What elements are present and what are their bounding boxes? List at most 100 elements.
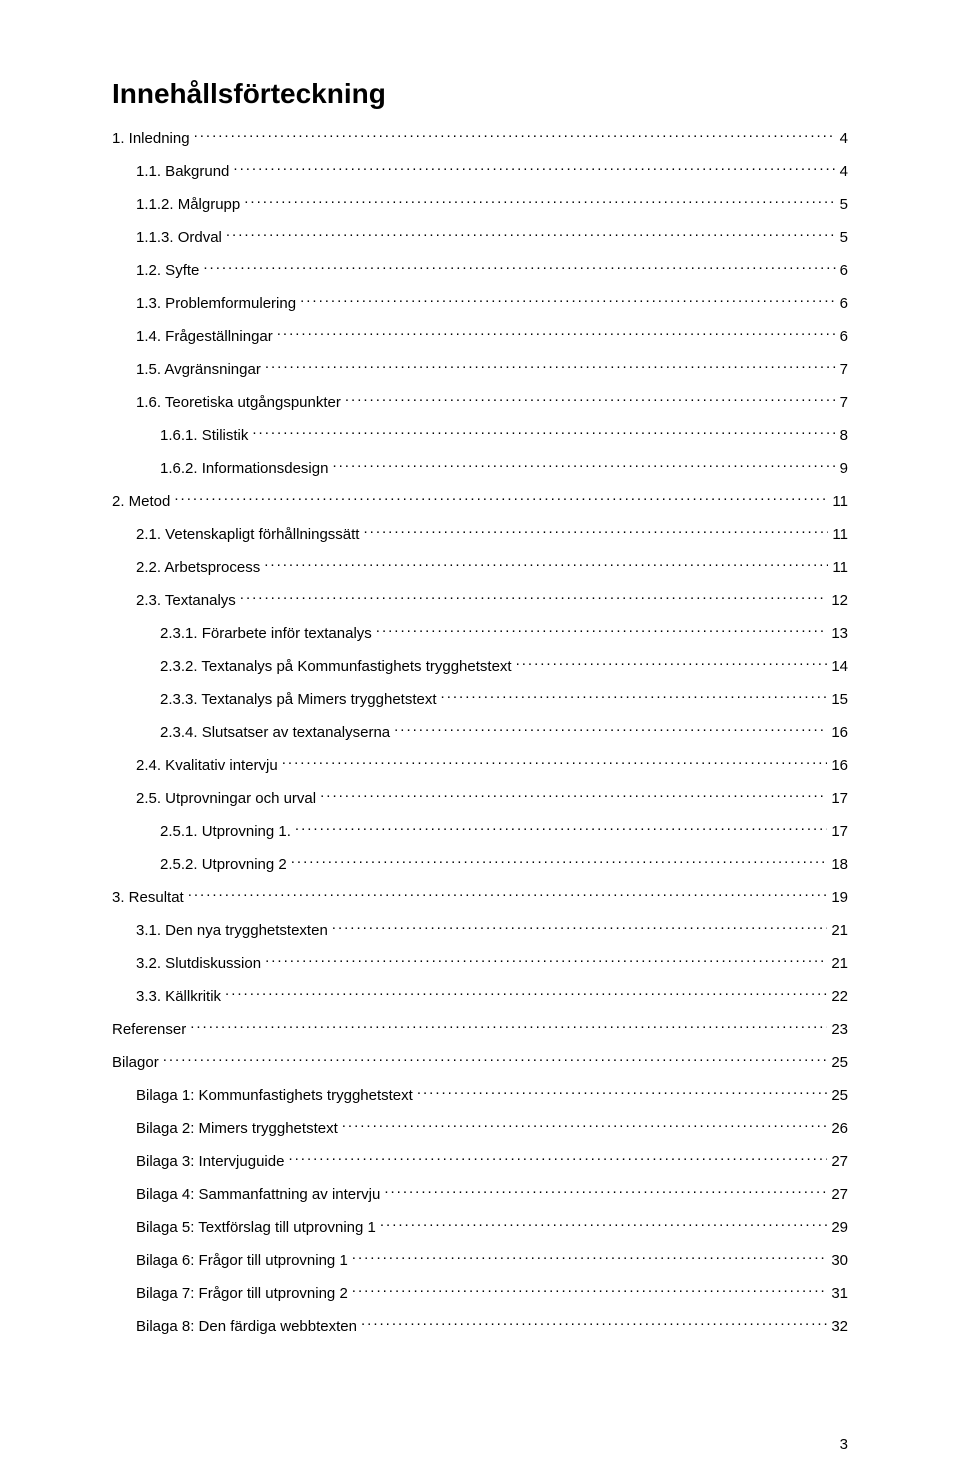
toc-entry-page: 27 — [831, 1184, 848, 1205]
toc-entry-page: 7 — [840, 392, 848, 413]
toc-entry: Bilaga 5: Textförslag till utprovning 12… — [112, 1217, 848, 1238]
toc-entry-label: 2.3. Textanalys — [136, 590, 236, 611]
toc-entry-label: 1.5. Avgränsningar — [136, 359, 261, 380]
toc-dot-leader — [332, 458, 835, 473]
toc-entry: 1.1.2. Målgrupp 5 — [112, 194, 848, 215]
toc-entry-label: 2.3.1. Förarbete inför textanalys — [160, 623, 372, 644]
toc-entry-page: 32 — [831, 1316, 848, 1337]
toc-dot-leader — [361, 1316, 827, 1331]
toc-entry-page: 19 — [831, 887, 848, 908]
toc-entry-label: 2.5.2. Utprovning 2 — [160, 854, 287, 875]
toc-dot-leader — [345, 392, 836, 407]
toc-entry-page: 21 — [831, 920, 848, 941]
toc-entry-label: 1.1.3. Ordval — [136, 227, 222, 248]
toc-entry-label: Referenser — [112, 1019, 186, 1040]
toc-entry-label: Bilaga 2: Mimers trygghetstext — [136, 1118, 338, 1139]
toc-container: 1. Inledning41.1. Bakgrund41.1.2. Målgru… — [112, 128, 848, 1337]
toc-entry: Bilaga 4: Sammanfattning av intervju 27 — [112, 1184, 848, 1205]
toc-dot-leader — [203, 260, 835, 275]
toc-entry-label: Bilaga 8: Den färdiga webbtexten — [136, 1316, 357, 1337]
toc-entry: Bilaga 3: Intervjuguide27 — [112, 1151, 848, 1172]
toc-entry-page: 25 — [831, 1052, 848, 1073]
toc-entry-page: 18 — [831, 854, 848, 875]
toc-entry-label: 1.6.2. Informationsdesign — [160, 458, 328, 479]
toc-entry: 1.3. Problemformulering6 — [112, 293, 848, 314]
toc-entry-label: 1.4. Frågeställningar — [136, 326, 273, 347]
toc-dot-leader — [194, 128, 836, 143]
toc-entry-page: 4 — [840, 128, 848, 149]
toc-entry-label: 3. Resultat — [112, 887, 184, 908]
toc-entry-label: 2.5. Utprovningar och urval — [136, 788, 316, 809]
toc-dot-leader — [352, 1250, 828, 1265]
toc-entry: 1.4. Frågeställningar 6 — [112, 326, 848, 347]
toc-entry: 2.4. Kvalitativ intervju 16 — [112, 755, 848, 776]
toc-entry: 2.3.4. Slutsatser av textanalyserna 16 — [112, 722, 848, 743]
toc-entry: 1.6.1. Stilistik8 — [112, 425, 848, 446]
toc-entry: 2.3. Textanalys 12 — [112, 590, 848, 611]
toc-entry: 1.5. Avgränsningar 7 — [112, 359, 848, 380]
toc-entry: 1.1. Bakgrund 4 — [112, 161, 848, 182]
toc-entry-page: 11 — [832, 557, 848, 578]
toc-entry-page: 21 — [831, 953, 848, 974]
document-page: Innehållsförteckning 1. Inledning41.1. B… — [0, 0, 960, 1481]
toc-dot-leader — [363, 524, 828, 539]
toc-entry-page: 16 — [831, 755, 848, 776]
toc-entry-label: 3.3. Källkritik — [136, 986, 221, 1007]
toc-entry-label: 1.1. Bakgrund — [136, 161, 229, 182]
toc-entry-label: 2.2. Arbetsprocess — [136, 557, 260, 578]
toc-entry-label: 1.2. Syfte — [136, 260, 199, 281]
toc-dot-leader — [282, 755, 828, 770]
toc-dot-leader — [394, 722, 827, 737]
toc-entry-label: Bilaga 7: Frågor till utprovning 2 — [136, 1283, 348, 1304]
toc-dot-leader — [288, 1151, 827, 1166]
toc-entry-label: 1.1.2. Målgrupp — [136, 194, 240, 215]
toc-entry-page: 4 — [840, 161, 848, 182]
toc-entry-label: 1.6.1. Stilistik — [160, 425, 248, 446]
toc-entry-page: 17 — [831, 788, 848, 809]
toc-entry-label: 3.1. Den nya trygghetstexten — [136, 920, 328, 941]
toc-entry-page: 6 — [840, 293, 848, 314]
toc-entry-page: 7 — [840, 359, 848, 380]
toc-dot-leader — [320, 788, 827, 803]
toc-dot-leader — [163, 1052, 828, 1067]
toc-entry-page: 16 — [831, 722, 848, 743]
toc-dot-leader — [226, 227, 836, 242]
toc-entry-label: Bilaga 4: Sammanfattning av intervju — [136, 1184, 380, 1205]
toc-entry: 2. Metod11 — [112, 491, 848, 512]
toc-entry: 3. Resultat 19 — [112, 887, 848, 908]
toc-entry: Bilaga 7: Frågor till utprovning 231 — [112, 1283, 848, 1304]
toc-dot-leader — [277, 326, 836, 341]
toc-dot-leader — [332, 920, 828, 935]
toc-entry: 3.1. Den nya trygghetstexten 21 — [112, 920, 848, 941]
toc-entry-page: 11 — [832, 491, 848, 512]
toc-entry-page: 12 — [831, 590, 848, 611]
toc-entry-page: 11 — [832, 524, 848, 545]
toc-entry-page: 22 — [831, 986, 848, 1007]
toc-entry-label: 2.4. Kvalitativ intervju — [136, 755, 278, 776]
toc-entry: Bilaga 6: Frågor till utprovning 130 — [112, 1250, 848, 1271]
toc-entry: 2.5.1. Utprovning 1.17 — [112, 821, 848, 842]
toc-entry-page: 5 — [840, 227, 848, 248]
toc-entry-label: Bilagor — [112, 1052, 159, 1073]
toc-dot-leader — [233, 161, 835, 176]
toc-entry-page: 15 — [831, 689, 848, 710]
toc-dot-leader — [240, 590, 828, 605]
toc-dot-leader — [291, 854, 828, 869]
page-number: 3 — [840, 1436, 848, 1453]
toc-entry-page: 5 — [840, 194, 848, 215]
toc-entry-label: 2.3.3. Textanalys på Mimers trygghetstex… — [160, 689, 437, 710]
toc-entry-page: 6 — [840, 326, 848, 347]
toc-entry: 1.1.3. Ordval 5 — [112, 227, 848, 248]
toc-dot-leader — [417, 1085, 828, 1100]
toc-entry-page: 9 — [840, 458, 848, 479]
toc-entry-label: 2.5.1. Utprovning 1. — [160, 821, 291, 842]
toc-dot-leader — [265, 953, 827, 968]
toc-dot-leader — [384, 1184, 827, 1199]
toc-dot-leader — [252, 425, 835, 440]
toc-entry-label: 2.3.4. Slutsatser av textanalyserna — [160, 722, 390, 743]
toc-dot-leader — [376, 623, 828, 638]
toc-entry: 2.3.3. Textanalys på Mimers trygghetstex… — [112, 689, 848, 710]
toc-entry: 2.3.1. Förarbete inför textanalys13 — [112, 623, 848, 644]
toc-entry-label: 1.6. Teoretiska utgångspunkter — [136, 392, 341, 413]
toc-dot-leader — [516, 656, 828, 671]
